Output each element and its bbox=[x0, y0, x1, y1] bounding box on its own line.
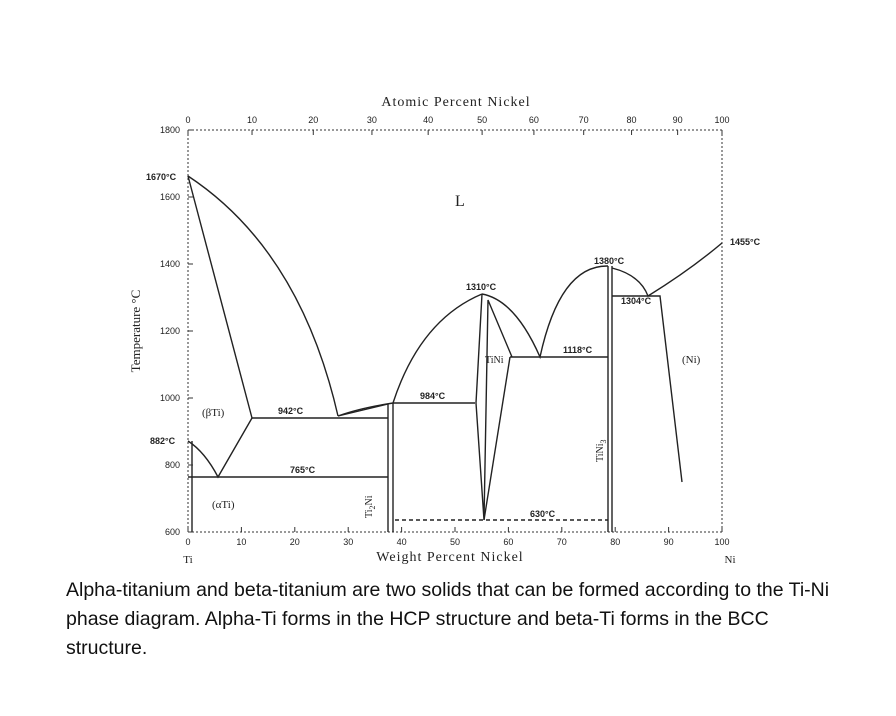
text: Ti bbox=[364, 509, 375, 518]
temp-label: 1670°C bbox=[146, 172, 177, 182]
phase-label: Ti2Ni bbox=[364, 495, 377, 518]
phase-label: TiNi bbox=[485, 355, 504, 366]
top-tick-label: 10 bbox=[247, 115, 257, 125]
y-tick-label: 1800 bbox=[160, 125, 180, 135]
temp-label: 1304°C bbox=[621, 296, 652, 306]
phase-diagram: Atomic Percent Nickel Weight Percent Nic… bbox=[128, 95, 761, 566]
temp-label: 1380°C bbox=[594, 256, 625, 266]
top-tick-label: 20 bbox=[308, 115, 318, 125]
x-tick-label: 0 bbox=[185, 537, 190, 547]
top-axis-title: Atomic Percent Nickel bbox=[381, 95, 530, 110]
text: TiNi bbox=[595, 443, 606, 462]
x-tick-label: 60 bbox=[503, 537, 513, 547]
x-tick-label: 70 bbox=[557, 537, 567, 547]
x-tick-label: 10 bbox=[236, 537, 246, 547]
x-tick-label: 20 bbox=[290, 537, 300, 547]
top-tick-label: 40 bbox=[423, 115, 433, 125]
top-tick-label: 30 bbox=[367, 115, 377, 125]
y-tick-label: 1600 bbox=[160, 192, 180, 202]
top-tick-label: 0 bbox=[185, 115, 190, 125]
y-tick-label: 600 bbox=[165, 527, 180, 537]
phase-label: (Ni) bbox=[682, 354, 701, 366]
top-tick-label: 100 bbox=[714, 115, 729, 125]
x-tick-label: 100 bbox=[714, 537, 729, 547]
phase-lines bbox=[187, 175, 723, 532]
text: 2 bbox=[368, 505, 377, 509]
phase-label: (βTi) bbox=[202, 407, 225, 419]
temp-label: 765°C bbox=[290, 465, 316, 475]
temp-label: 630°C bbox=[530, 509, 556, 519]
caption: Alpha-titanium and beta-titanium are two… bbox=[66, 579, 830, 659]
temp-label: 1310°C bbox=[466, 282, 497, 292]
left-end-label: Ti bbox=[183, 554, 192, 566]
top-tick-label: 90 bbox=[673, 115, 683, 125]
x-tick-label: 40 bbox=[397, 537, 407, 547]
left-axis-title: Temperature °C bbox=[128, 290, 143, 373]
frame bbox=[187, 129, 723, 533]
x-tick-label: 90 bbox=[664, 537, 674, 547]
bottom-axis-title: Weight Percent Nickel bbox=[376, 550, 523, 565]
temp-label: 1118°C bbox=[563, 345, 593, 355]
x-tick-label: 50 bbox=[450, 537, 460, 547]
y-tick-label: 1000 bbox=[160, 393, 180, 403]
temp-label: 984°C bbox=[420, 391, 446, 401]
temp-label: 1455°C bbox=[730, 237, 761, 247]
temp-label: 882°C bbox=[150, 436, 176, 446]
y-tick-label: 1200 bbox=[160, 326, 180, 336]
top-tick-label: 60 bbox=[529, 115, 539, 125]
top-tick-label: 50 bbox=[477, 115, 487, 125]
phase-label: L bbox=[455, 193, 465, 210]
right-end-label: Ni bbox=[725, 554, 736, 566]
temp-label: 942°C bbox=[278, 406, 304, 416]
x-tick-label: 80 bbox=[610, 537, 620, 547]
phase-label: TiNi3 bbox=[595, 439, 608, 462]
top-tick-label: 80 bbox=[627, 115, 637, 125]
x-tick-label: 30 bbox=[343, 537, 353, 547]
phase-label: (αTi) bbox=[212, 499, 235, 511]
y-tick-label: 1400 bbox=[160, 259, 180, 269]
text: Ni bbox=[364, 495, 375, 505]
top-tick-label: 70 bbox=[579, 115, 589, 125]
y-tick-label: 800 bbox=[165, 460, 180, 470]
text: 3 bbox=[599, 439, 608, 443]
